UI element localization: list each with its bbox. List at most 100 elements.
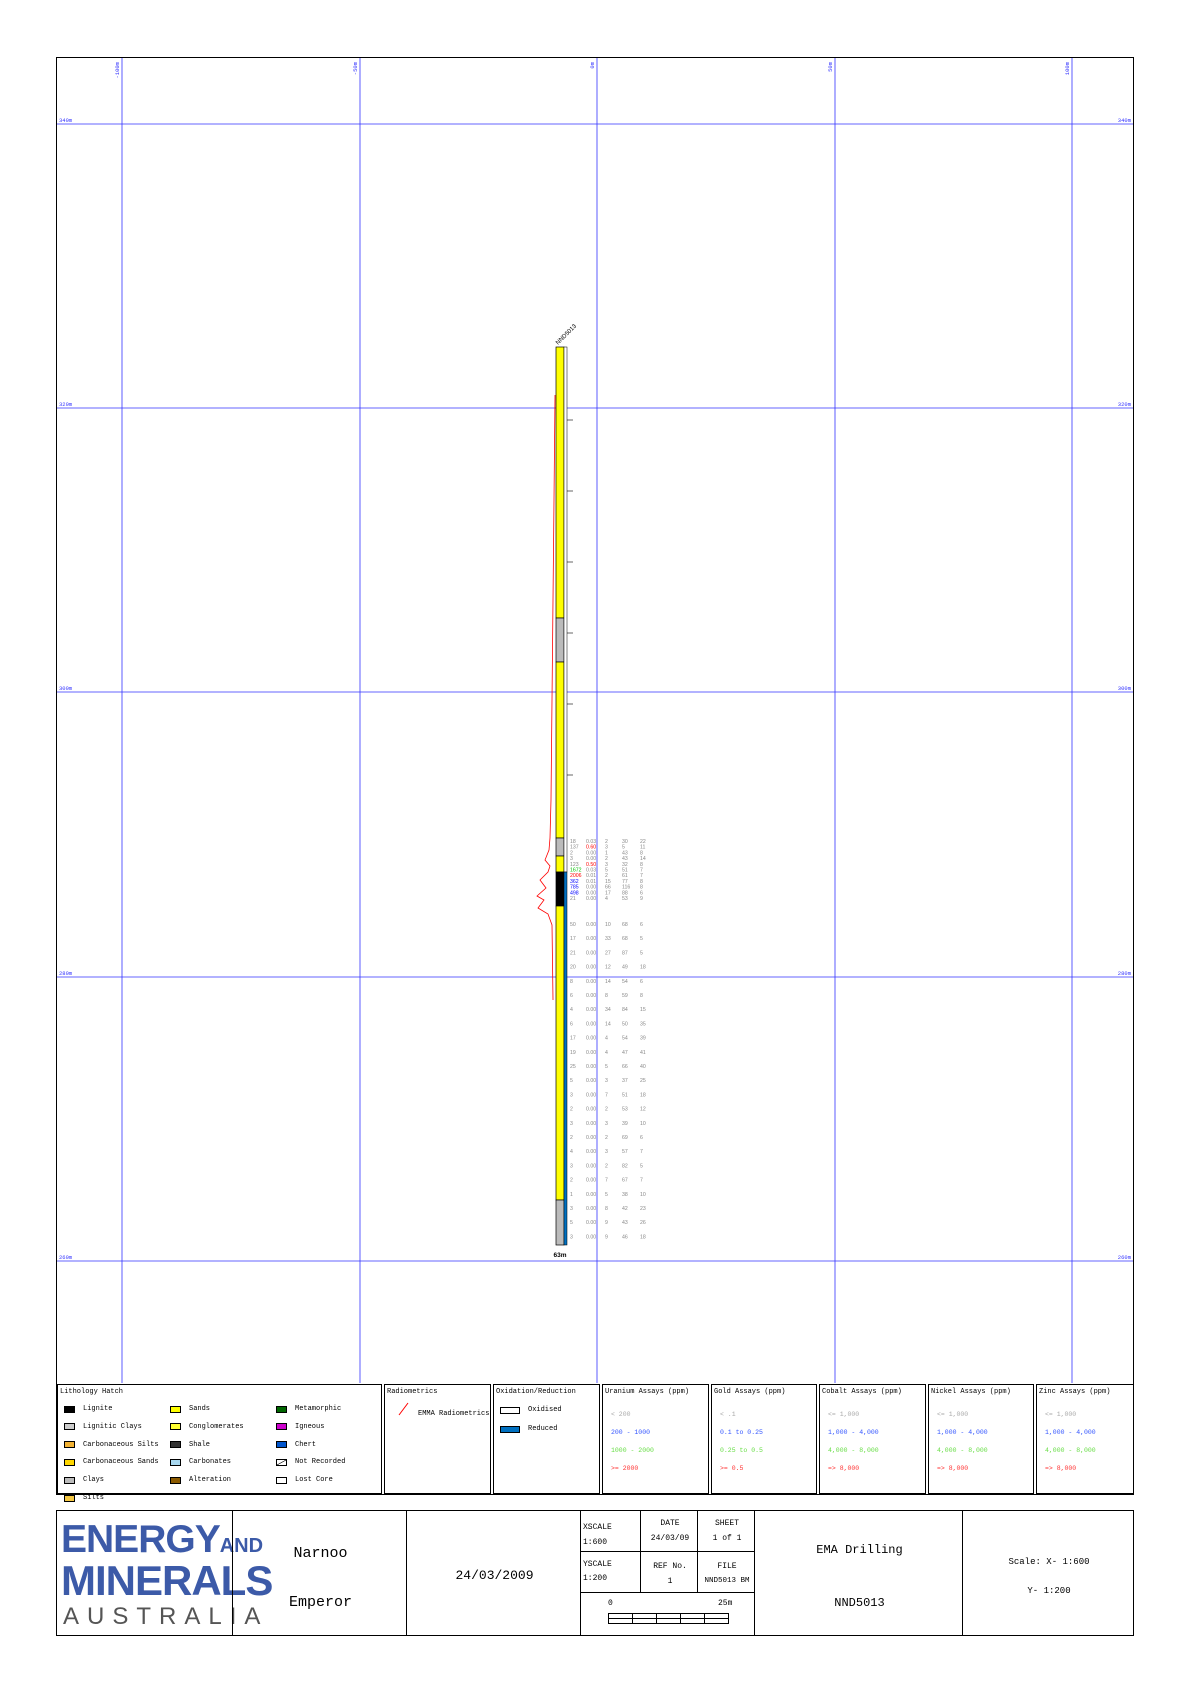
ref-label: REF No. [653,1562,687,1571]
assay-cobalt: 15 [605,879,611,885]
prospect-name: Emperor [288,1594,352,1611]
oxidation-legend-title: Oxidation/Reduction [496,1388,576,1396]
assay-cobalt: 8 [605,993,608,999]
assay-zinc: 5 [640,936,643,942]
lithology-interval [555,346,565,619]
assay-gold: 0.00 [586,922,596,928]
sheet-label: SHEET [714,1519,739,1528]
lithology-legend-item: Shale [170,1441,210,1449]
oxidation-legend-item: Reduced [500,1425,557,1433]
assay-nickel: 43 [622,856,628,862]
hole-id-label: NND5013 [555,323,578,346]
assay-cobalt: 9 [605,1234,608,1240]
lithology-legend-label: Lost Core [295,1476,333,1485]
lithology-interval [555,661,565,839]
zinc-legend-title: Zinc Assays (ppm) [1039,1388,1111,1396]
assay-gold: 0.00 [586,1234,596,1240]
assay-nickel: 30 [622,839,628,845]
sheet-cell: SHEET 1 of 1 [697,1510,755,1552]
scale-x: Scale: X- 1:600 [1008,1557,1090,1567]
assay-nickel: 84 [622,1007,628,1013]
grid-y-label-right: 260m [1118,1254,1132,1261]
assay-uranium: 17 [570,1036,576,1042]
assay-cobalt: 14 [605,1021,611,1027]
gold-legend-row: >= 0.5 [720,1465,744,1472]
assay-uranium: 4 [570,1007,573,1013]
assay-uranium: 1672 [570,868,582,874]
date-long: 24/03/2009 [455,1568,534,1583]
assay-zinc: 6 [640,1135,643,1141]
assay-gold: 0.00 [586,1007,596,1013]
assay-cobalt: 2 [605,1163,608,1169]
uranium-legend-row: 200 - 1000 [611,1429,651,1436]
assay-cobalt: 12 [605,965,611,971]
section-frame [56,57,1134,1495]
assay-uranium: 3 [570,1206,573,1212]
lithology-legend-item: Not Recorded [276,1458,345,1466]
assay-zinc: 7 [640,1149,643,1155]
assay-nickel: 39 [622,1121,628,1127]
assay-uranium: 5 [570,1078,573,1084]
grid-x-label: -100m [114,61,121,78]
grid-y-label-right: 300m [1118,685,1132,692]
lithology-swatch-icon [276,1423,287,1431]
assay-zinc: 8 [640,879,643,885]
assay-gold: 0.00 [586,856,596,862]
assay-cobalt: 4 [605,1050,608,1056]
date-label: DATE [660,1519,680,1528]
lithology-swatch-icon [276,1458,287,1466]
lithology-interval [555,871,565,907]
assay-zinc: 11 [640,845,645,851]
logo-cell: ENERGYAND MINERALS AUSTRALIA [56,1510,273,1636]
lithology-swatch-icon [170,1423,181,1431]
lithology-swatch-icon [170,1476,181,1484]
zinc-legend-row: 1,000 - 4,000 [1045,1429,1096,1436]
assay-cobalt: 3 [605,1121,608,1127]
assay-uranium: 3 [570,1121,573,1127]
zinc-legend-row: <= 1,000 [1045,1411,1077,1418]
assay-cobalt: 2 [605,1135,608,1141]
assay-uranium: 20 [570,965,576,971]
assay-cobalt: 33 [605,936,611,942]
assay-gold: 0.00 [586,850,596,856]
assay-uranium: 3 [570,856,573,862]
assay-zinc: 39 [640,1036,646,1042]
assay-cobalt: 9 [605,1220,608,1226]
assay-cobalt: 5 [605,1192,608,1198]
assay-uranium: 6 [570,993,573,999]
lithology-legend-item: Igneous [276,1423,324,1431]
assay-uranium: 498 [570,890,579,896]
assay-cobalt: 5 [605,1064,608,1070]
lithology-legend-item: Silts [64,1494,104,1502]
assay-gold: 0.01 [586,873,596,879]
lithology-legend-item: Metamorphic [276,1405,341,1413]
assay-cobalt: 3 [605,1149,608,1155]
assay-zinc: 6 [640,922,643,928]
project-cell: Narnoo Emperor [232,1510,407,1636]
assay-zinc: 15 [640,1007,646,1013]
assay-cobalt: 66 [605,885,611,891]
assay-uranium: 25 [570,1064,576,1070]
lithology-legend-item: Sands [170,1405,210,1413]
cobalt-legend-row: 1,000 - 4,000 [828,1429,879,1436]
assay-gold: 0.00 [586,896,596,902]
lithology-swatch-icon [170,1458,181,1466]
assay-nickel: 68 [622,936,628,942]
lithology-legend-item: Alteration [170,1476,231,1484]
lithology-legend-label: Chert [295,1440,317,1449]
lithology-legend-label: Carbonates [189,1458,232,1467]
assay-nickel: 54 [622,1036,628,1042]
grid-y-label-left: 300m [59,685,73,692]
assay-gold: 0.00 [586,979,596,985]
sheet-value: 1 of 1 [712,1534,742,1543]
assay-uranium: 2 [570,850,573,856]
assay-nickel: 69 [622,1135,628,1141]
nickel-legend-row: 1,000 - 4,000 [937,1429,988,1436]
assay-zinc: 6 [640,979,643,985]
zinc-legend-row: => 8,000 [1045,1465,1077,1472]
radiometrics-legend-title: Radiometrics [387,1388,438,1396]
assay-gold: 0.00 [586,1206,596,1212]
reduced-strip [563,871,568,1246]
assay-zinc: 7 [640,873,643,879]
assay-uranium: 6 [570,1021,573,1027]
